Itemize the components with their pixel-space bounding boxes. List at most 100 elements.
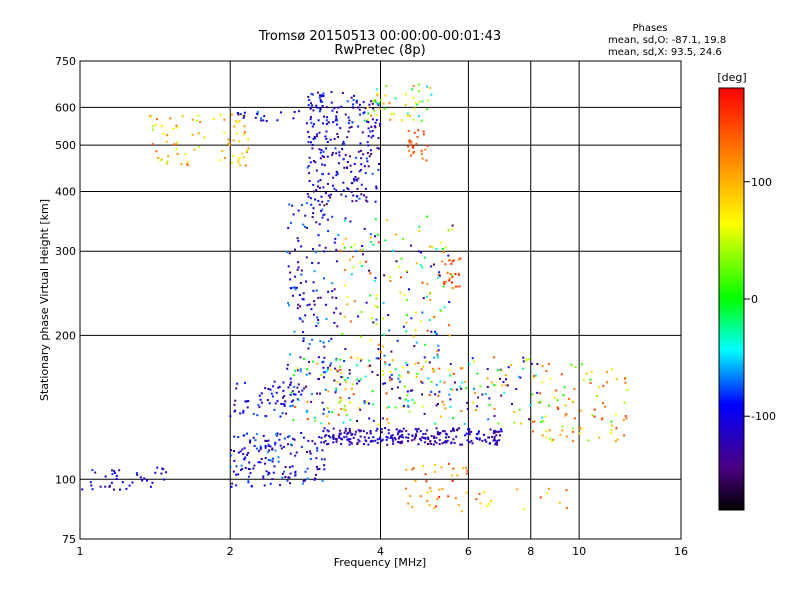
data-point: [259, 398, 262, 401]
data-point: [369, 440, 372, 443]
data-point: [340, 372, 343, 374]
data-point: [524, 359, 527, 362]
data-point: [453, 429, 456, 432]
data-point: [390, 374, 393, 376]
data-point: [279, 433, 282, 436]
data-point: [292, 117, 295, 120]
data-point: [302, 337, 305, 340]
data-point: [344, 195, 347, 198]
data-point: [308, 180, 311, 182]
data-point: [294, 288, 297, 291]
data-point: [455, 435, 458, 438]
data-point: [326, 368, 329, 371]
data-point: [279, 444, 282, 447]
data-point: [325, 203, 328, 206]
data-point: [336, 369, 339, 372]
data-point: [338, 436, 341, 439]
data-point: [244, 381, 246, 384]
data-point: [430, 93, 433, 96]
data-point: [139, 476, 142, 479]
data-point: [343, 315, 346, 318]
data-point: [312, 160, 315, 162]
data-point: [451, 228, 454, 231]
data-point: [352, 383, 354, 386]
data-point: [451, 389, 454, 392]
data-point: [411, 145, 414, 148]
data-point: [231, 161, 233, 164]
data-point: [451, 474, 454, 477]
data-point: [274, 443, 277, 446]
data-point: [339, 127, 342, 130]
data-point: [339, 396, 342, 399]
data-point: [260, 401, 263, 404]
data-point: [336, 381, 339, 383]
data-point: [354, 433, 357, 436]
data-point: [321, 163, 324, 166]
data-point: [626, 389, 629, 391]
data-point: [363, 227, 366, 230]
data-point: [327, 430, 330, 433]
data-point: [455, 388, 458, 391]
data-point: [366, 141, 369, 144]
data-point: [286, 367, 289, 370]
data-point: [437, 276, 440, 279]
data-point: [340, 407, 343, 410]
data-point: [471, 357, 474, 360]
data-point: [322, 214, 325, 217]
data-point: [242, 434, 245, 437]
data-point: [395, 260, 398, 263]
data-point: [375, 429, 378, 432]
data-point: [363, 194, 365, 197]
data-point: [346, 303, 349, 306]
data-point: [387, 432, 390, 435]
data-point: [141, 479, 144, 482]
data-point: [353, 179, 356, 182]
data-point: [430, 380, 433, 383]
data-point: [269, 388, 272, 391]
data-point: [175, 124, 178, 127]
data-point: [435, 248, 438, 250]
data-point: [322, 173, 324, 176]
data-point: [186, 163, 189, 166]
data-point: [235, 465, 238, 468]
data-point: [397, 377, 400, 380]
data-point: [518, 375, 521, 378]
data-point: [111, 469, 113, 472]
data-point: [252, 467, 255, 470]
data-point: [343, 360, 346, 362]
data-point: [454, 497, 457, 500]
data-point: [335, 152, 338, 155]
data-point: [423, 356, 426, 359]
data-point: [434, 440, 436, 443]
data-point: [334, 119, 337, 122]
colorbar-label: [deg]: [717, 71, 746, 84]
data-point: [336, 172, 339, 175]
data-point: [175, 143, 178, 146]
data-point: [312, 109, 315, 112]
data-point: [423, 441, 426, 444]
data-point: [402, 325, 405, 328]
data-point: [337, 136, 340, 138]
data-point: [466, 469, 469, 472]
data-point: [417, 250, 420, 253]
data-point: [309, 458, 312, 460]
data-point: [365, 440, 368, 443]
data-point: [358, 380, 361, 383]
data-point: [422, 464, 424, 467]
data-point: [401, 440, 404, 443]
data-point: [435, 427, 438, 430]
x-tick-label: 16: [674, 545, 688, 558]
data-point: [294, 406, 297, 409]
data-point: [598, 436, 601, 439]
data-point: [496, 439, 499, 442]
data-point: [400, 257, 403, 260]
data-point: [412, 118, 415, 121]
data-point: [332, 441, 335, 444]
data-point: [334, 237, 337, 240]
data-point: [427, 438, 430, 440]
data-point: [280, 111, 282, 114]
data-point: [293, 438, 296, 441]
data-point: [321, 449, 324, 452]
data-point: [227, 138, 230, 141]
data-point: [317, 319, 320, 321]
